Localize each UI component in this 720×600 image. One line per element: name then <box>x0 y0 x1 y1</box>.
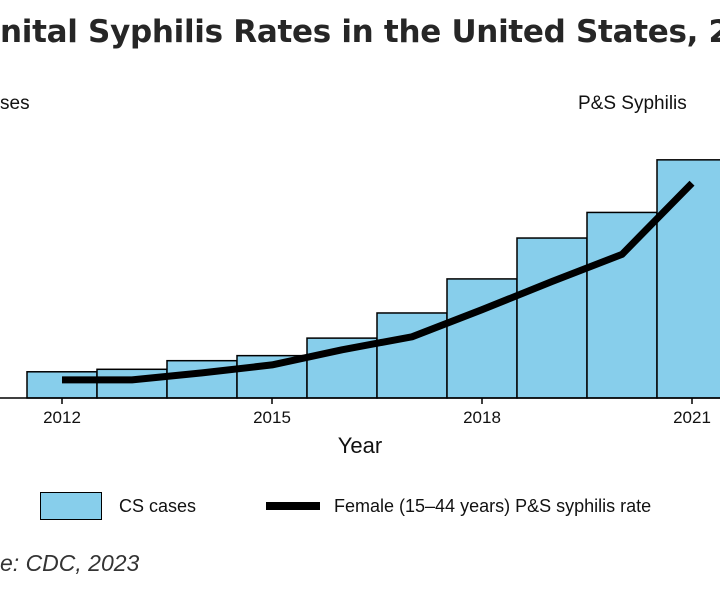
legend-label-syphilis-rate: Female (15–44 years) P&S syphilis rate <box>334 496 652 516</box>
left-axis-label: ses <box>0 93 30 114</box>
right-axis-label: P&S Syphilis <box>578 93 687 114</box>
x-axis-label: Year <box>337 433 383 458</box>
syphilis-rate-line <box>62 180 695 384</box>
source-note: e: CDC, 2023 <box>0 550 140 576</box>
bar-2013 <box>96 368 168 399</box>
x-tick-label-2015: 2015 <box>253 408 291 427</box>
bar-2020 <box>586 211 658 399</box>
bar-2021 <box>656 159 720 399</box>
bar-2019 <box>516 237 588 399</box>
x-tick-label-2012: 2012 <box>43 408 81 427</box>
bar-2014 <box>166 359 238 399</box>
legend-swatch-syphilis-rate <box>266 502 320 510</box>
bar-2012 <box>26 371 98 399</box>
legend-swatch-cs-cases <box>40 492 102 520</box>
legend-label-cs-cases: CS cases <box>119 496 197 516</box>
x-tick-label-2018: 2018 <box>463 408 501 427</box>
chart-title: nital Syphilis Rates in the United State… <box>0 14 720 50</box>
x-tick-label-2021: 2021 <box>673 408 711 427</box>
